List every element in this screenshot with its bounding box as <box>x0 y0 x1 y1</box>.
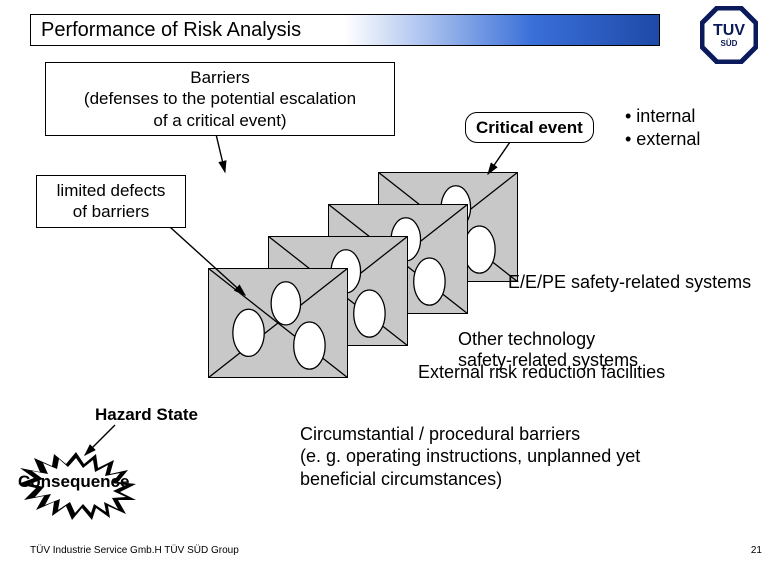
defects-box: limited defectsof barriers <box>36 175 186 228</box>
defects-text: limited defectsof barriers <box>57 181 166 221</box>
label-eepe: E/E/PE safety-related systems <box>508 272 751 293</box>
label-circumstantial: Circumstantial / procedural barriers(e. … <box>300 400 730 490</box>
consequence-text: Consequence <box>18 472 129 492</box>
bullet-external: • external <box>625 128 700 151</box>
barriers-box: Barriers(defenses to the potential escal… <box>45 62 395 136</box>
bullet-internal: • internal <box>625 105 700 128</box>
logo-text-top: TUV <box>713 22 745 39</box>
label-external: External risk reduction facilities <box>418 362 665 383</box>
critical-event-text: Critical event <box>476 118 583 137</box>
hazard-state-label: Hazard State <box>95 405 198 425</box>
logo-text-bottom: SÜD <box>721 39 738 48</box>
critical-event-box: Critical event <box>465 112 594 143</box>
tuv-logo: TUV SÜD <box>700 6 758 64</box>
barriers-text: Barriers(defenses to the potential escal… <box>84 68 356 130</box>
threat-bullets: • internal • external <box>625 105 700 150</box>
